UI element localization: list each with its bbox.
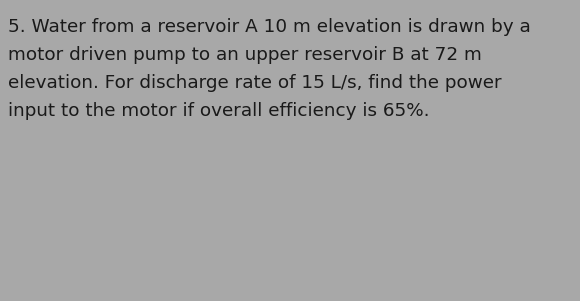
Text: input to the motor if overall efficiency is 65%.: input to the motor if overall efficiency… — [8, 102, 430, 120]
Text: 5. Water from a reservoir A 10 m elevation is drawn by a: 5. Water from a reservoir A 10 m elevati… — [8, 18, 531, 36]
Text: elevation. For discharge rate of 15 L/s, find the power: elevation. For discharge rate of 15 L/s,… — [8, 74, 502, 92]
Text: motor driven pump to an upper reservoir B at 72 m: motor driven pump to an upper reservoir … — [8, 46, 482, 64]
